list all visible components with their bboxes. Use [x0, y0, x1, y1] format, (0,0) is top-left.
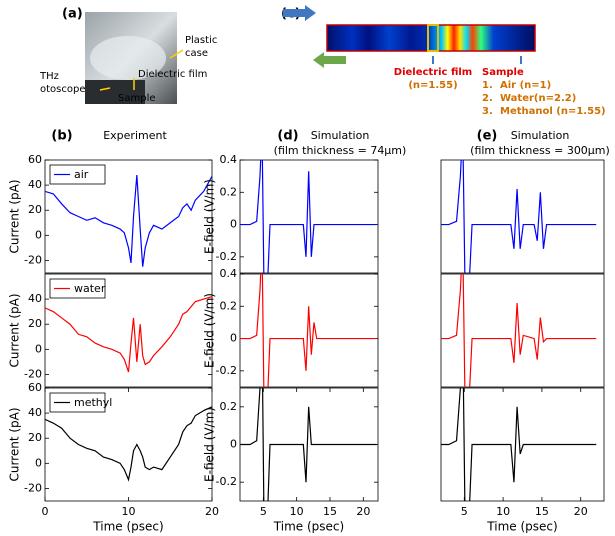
chart-subtitle: (film thickness = 300μm): [470, 144, 610, 157]
pointer: [99, 87, 111, 91]
plot-frame: [440, 273, 605, 388]
annotation: Plastic: [185, 35, 217, 46]
data-line: [45, 175, 212, 267]
x-axis-label: Time (psec): [486, 520, 557, 534]
y-tick-label: 60: [28, 381, 42, 394]
y-tick-label: 0.4: [220, 267, 238, 280]
panel-c: (c) Dielectric film (n=1.55) Sample 1. A…: [281, 5, 606, 117]
arrow-left: [313, 52, 346, 68]
panel-label: (a): [62, 7, 83, 22]
data-line: [45, 406, 212, 482]
chart-title: Simulation: [311, 129, 370, 142]
y-tick-label: 0.4: [220, 153, 238, 166]
y-tick-label: 0: [230, 332, 237, 345]
chart-subtitle: (film thickness = 74μm): [274, 144, 407, 157]
annotation: Sample: [118, 93, 156, 104]
annotation: THz: [39, 71, 59, 82]
otoscope-shape: [85, 80, 145, 104]
chart-title: Simulation: [511, 129, 570, 142]
y-tick-label: 20: [28, 317, 42, 330]
x-tick-label: 10: [290, 505, 304, 518]
y-axis-label: E-field (V/m): [203, 179, 217, 254]
film-index: (n=1.55): [408, 80, 457, 91]
y-tick-label: 0: [230, 218, 237, 231]
sample-name: Sample: [482, 67, 524, 78]
film-name: Dielectric film: [394, 67, 472, 78]
x-tick-label: 5: [260, 505, 267, 518]
y-tick-label: 20: [28, 431, 42, 444]
chart-title: Experiment: [103, 129, 167, 142]
y-tick-label: -0.2: [216, 475, 237, 488]
y-axis-label: E-field (V/m): [203, 293, 217, 368]
x-tick-label: 20: [356, 505, 370, 518]
field-strip: [326, 24, 536, 52]
y-axis-label: E-field (V/m): [203, 407, 217, 482]
legend-box: [49, 278, 106, 299]
y-axis-label: Current (pA): [8, 179, 22, 253]
x-axis-label: Time (psec): [273, 520, 344, 534]
arrow-right: [283, 5, 316, 21]
legend-box: [49, 164, 106, 185]
data-line: [240, 388, 377, 501]
annotation: Dielectric film: [138, 69, 207, 80]
y-tick-label: 20: [28, 203, 42, 216]
x-tick-label: 15: [323, 505, 337, 518]
y-tick-label: 0: [230, 438, 237, 451]
panel-label: (e): [477, 129, 498, 144]
y-tick-label: 0: [35, 228, 42, 241]
sample-item: Water(n=2.2): [500, 93, 576, 104]
x-tick-label: 20: [205, 505, 219, 518]
sample-item: Air (n=1): [500, 80, 551, 91]
panel-label: (b): [51, 129, 72, 144]
y-tick-label: -20: [24, 481, 42, 494]
y-axis-label: Current (pA): [8, 407, 22, 481]
data-line: [441, 274, 597, 387]
y-tick-label: -20: [24, 253, 42, 266]
plastic-case-shape: [90, 36, 166, 80]
x-tick-label: 0: [42, 505, 49, 518]
data-line: [441, 388, 597, 501]
annotation: otoscope: [40, 84, 85, 95]
plot-frame: [239, 273, 379, 388]
panel-a: (a) Plastic case THz otoscope Dielectric…: [39, 7, 217, 104]
x-tick-label: 15: [535, 505, 549, 518]
legend-label: methyl: [74, 396, 112, 409]
data-line: [240, 160, 377, 273]
x-tick-label: 10: [496, 505, 510, 518]
sample-num: 2.: [482, 93, 493, 104]
y-tick-label: 40: [28, 292, 42, 305]
legend-label: water: [74, 282, 106, 295]
x-axis-label: Time (psec): [92, 520, 163, 534]
x-tick-label: 5: [461, 505, 468, 518]
y-tick-label: 40: [28, 406, 42, 419]
plot-frame: [440, 159, 605, 274]
y-axis-label: Current (pA): [8, 293, 22, 367]
legend-box: [49, 392, 106, 413]
y-tick-label: 0.2: [220, 299, 238, 312]
y-tick-label: 60: [28, 153, 42, 166]
sample-item: Methanol (n=1.55): [500, 106, 606, 117]
data-line: [240, 274, 377, 387]
x-tick-label: 20: [574, 505, 588, 518]
x-tick-label: 10: [122, 505, 136, 518]
y-tick-label: -0.2: [216, 250, 237, 263]
y-tick-label: -0.2: [216, 364, 237, 377]
data-line: [441, 160, 597, 273]
sample-num: 1.: [482, 80, 493, 91]
sample-num: 3.: [482, 106, 493, 117]
y-tick-label: 40: [28, 178, 42, 191]
y-tick-label: 0: [35, 342, 42, 355]
legend-label: air: [74, 168, 89, 181]
panel-label: (d): [277, 129, 298, 144]
annotation: case: [185, 48, 208, 59]
y-tick-label: 0.2: [220, 185, 238, 198]
film-marker: [427, 24, 439, 52]
y-tick-label: -20: [24, 367, 42, 380]
data-line: [45, 296, 212, 373]
y-tick-label: 0: [35, 456, 42, 469]
y-tick-label: 0.2: [220, 400, 238, 413]
pointer: [169, 49, 184, 59]
